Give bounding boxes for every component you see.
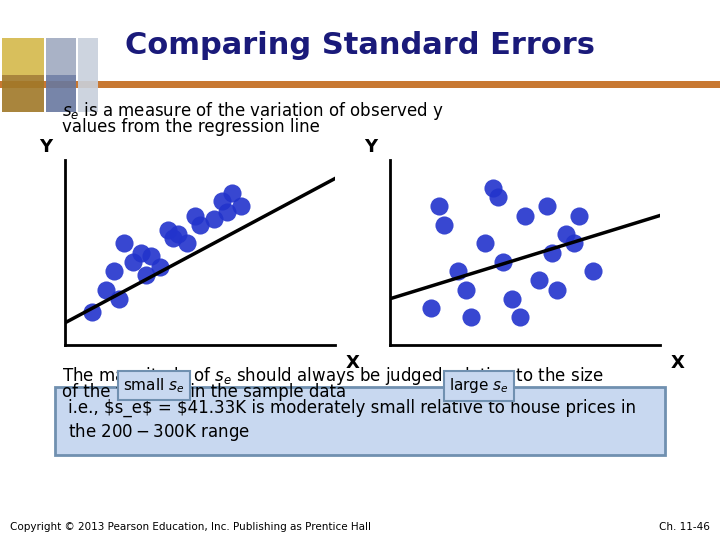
Text: Ch. 11-46: Ch. 11-46 [659, 522, 710, 532]
Point [541, 202, 552, 211]
Text: large $s_e$: large $s_e$ [449, 376, 509, 395]
Point [221, 207, 233, 216]
Text: X: X [671, 354, 685, 372]
Point [235, 202, 246, 211]
Text: the $200 - $300K range: the $200 - $300K range [68, 421, 250, 443]
Point [154, 263, 166, 272]
Text: values from the regression line: values from the regression line [62, 118, 320, 136]
Point [227, 189, 238, 198]
Point [145, 252, 157, 260]
Point [533, 276, 544, 285]
Text: $s_e$ is a measure of the variation of observed y: $s_e$ is a measure of the variation of o… [62, 100, 444, 122]
Text: of the y values in the sample data: of the y values in the sample data [62, 383, 346, 401]
Point [492, 193, 504, 201]
Bar [0, 81, 720, 88]
Point [519, 211, 531, 220]
Point [194, 220, 206, 229]
Point [568, 239, 580, 247]
Bar [46, 75, 76, 112]
Point [505, 294, 517, 303]
Point [119, 239, 130, 247]
Point [140, 271, 152, 279]
Text: X: X [346, 354, 360, 372]
Point [479, 239, 490, 247]
Point [487, 184, 498, 192]
Text: small $s_e$: small $s_e$ [123, 376, 185, 395]
Bar [2, 75, 44, 112]
Text: The magnitude of $s_e$ should always be judged relative to the size: The magnitude of $s_e$ should always be … [62, 365, 603, 387]
Point [425, 303, 436, 312]
Point [573, 211, 585, 220]
Point [498, 258, 509, 266]
Point [162, 226, 174, 234]
Point [189, 211, 200, 220]
Point [552, 285, 563, 294]
Point [465, 313, 477, 321]
Point [514, 313, 526, 321]
Text: Y: Y [40, 138, 53, 156]
Point [100, 285, 112, 294]
Bar [55, 387, 665, 455]
Bar [46, 38, 76, 75]
Point [167, 233, 179, 242]
Text: Comparing Standard Errors: Comparing Standard Errors [125, 30, 595, 59]
Text: Copyright © 2013 Pearson Education, Inc. Publishing as Prentice Hall: Copyright © 2013 Pearson Education, Inc.… [10, 522, 371, 532]
Point [546, 248, 558, 257]
Point [451, 267, 463, 275]
Point [208, 215, 220, 224]
Point [173, 230, 184, 238]
Point [181, 239, 192, 247]
Bar [78, 38, 98, 112]
Point [135, 248, 146, 257]
Text: i.e., $s_e$ = $41.33K is moderately small relative to house prices in: i.e., $s_e$ = $41.33K is moderately smal… [68, 399, 636, 417]
Point [460, 285, 472, 294]
Point [559, 230, 571, 238]
Point [113, 294, 125, 303]
Point [438, 220, 450, 229]
Point [86, 307, 98, 316]
Point [127, 258, 138, 266]
Text: Y: Y [364, 138, 378, 156]
Point [433, 202, 444, 211]
Point [108, 267, 120, 275]
Bar [2, 38, 44, 75]
Point [587, 267, 598, 275]
Point [216, 197, 228, 205]
